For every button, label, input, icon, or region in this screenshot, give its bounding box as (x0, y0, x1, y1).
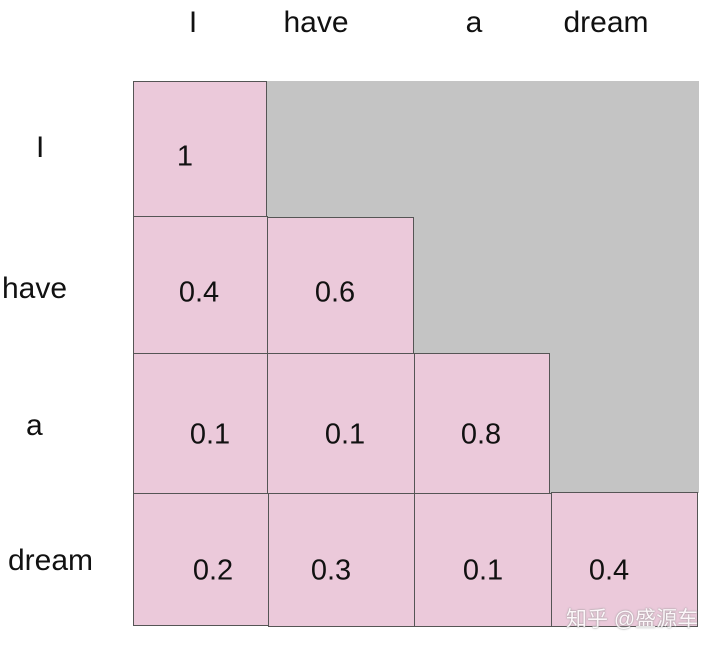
cell-value: 0.2 (192, 554, 234, 587)
cell-a-a (414, 353, 550, 494)
cell-value: 0.6 (314, 276, 356, 309)
cell-dream-i (133, 493, 269, 626)
cell-a-have (267, 353, 415, 494)
column-label-i: I (188, 6, 198, 39)
row-label-a: a (26, 409, 43, 442)
cell-value: 0.4 (588, 554, 630, 587)
cell-value: 0.8 (460, 418, 502, 451)
row-label-have: have (2, 272, 68, 305)
cell-value: 0.1 (324, 418, 366, 451)
cell-dream-have (268, 493, 415, 627)
cell-i-i (133, 81, 267, 217)
cell-dream-dream (551, 492, 698, 627)
watermark: 知乎 @盛源车 (566, 608, 699, 631)
column-label-have: have (283, 6, 349, 39)
column-label-dream: dream (563, 6, 649, 39)
cell-have-have (267, 217, 414, 354)
cell-a-i (133, 353, 268, 494)
row-label-dream: dream (8, 544, 94, 577)
cell-value: 0.1 (462, 554, 504, 587)
cell-value: 0.3 (310, 554, 352, 587)
cell-have-i (133, 216, 268, 354)
column-label-a: a (465, 6, 483, 39)
row-label-i: I (36, 131, 45, 164)
cell-value: 0.1 (189, 418, 231, 451)
cell-dream-a (414, 493, 552, 627)
cell-value: 0.4 (178, 276, 220, 309)
cell-value: 1 (176, 140, 194, 173)
